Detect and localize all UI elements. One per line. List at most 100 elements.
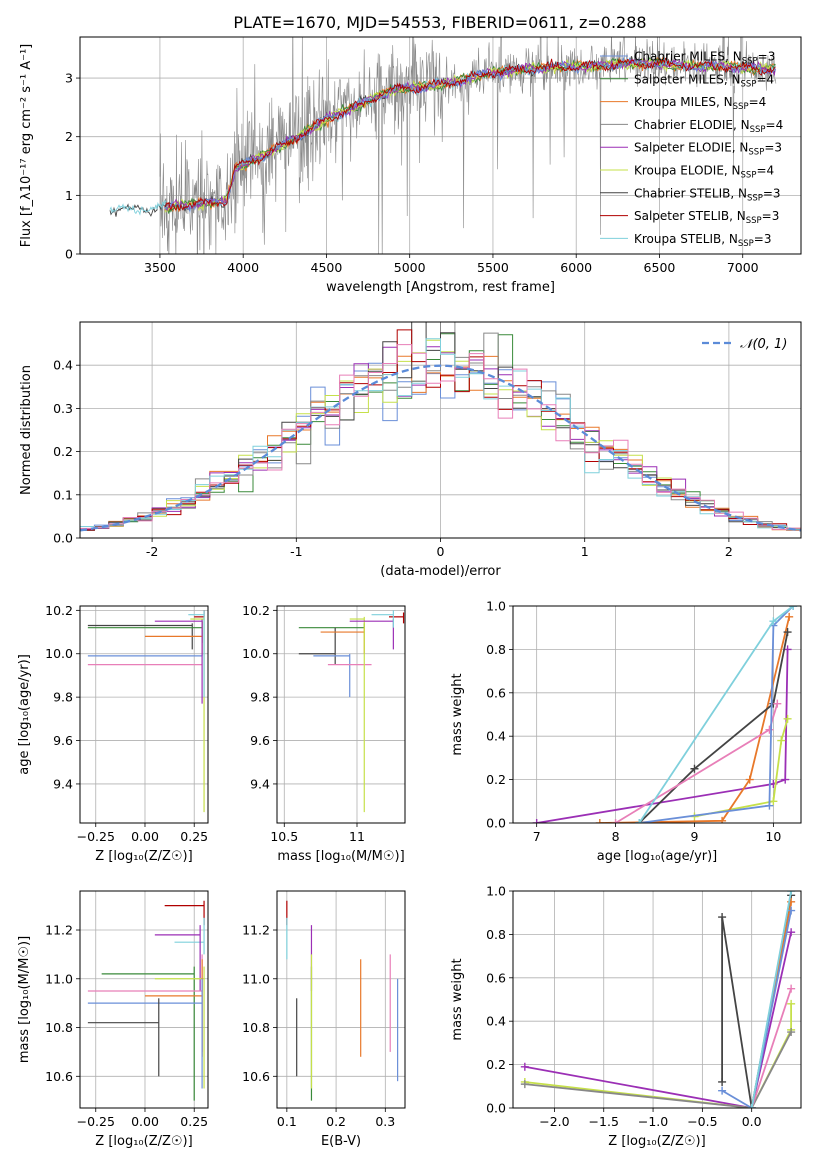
panel-mass-vs-Z: −0.25 0.00 0.25 10.6 10.8 11.0 11.2 Z [log₁₀(Z/…: [17, 890, 209, 1149]
plot-area: [298, 610, 405, 813]
y-tick-label: 10.2: [242, 603, 270, 618]
x-tick-label: 0.3: [375, 1114, 395, 1129]
y-tick-label: 9.8: [250, 690, 270, 705]
x-tick-label: 0.1: [277, 1114, 297, 1129]
x-tick-label: 0.00: [131, 829, 159, 844]
weight-point: [690, 764, 699, 773]
legend-label-suffix: =4: [749, 95, 767, 109]
weight-point: [747, 1104, 756, 1108]
y-tick-label: 10.2: [45, 603, 73, 618]
weight-point: [611, 819, 620, 823]
histogram-pink: [80, 344, 801, 530]
legend-label-suffix: =3: [764, 141, 782, 155]
legend-label: Kroupa ELODIE, NSSP=4: [634, 164, 774, 181]
legend-label: Chabrier ELODIE, NSSP=4: [634, 118, 783, 135]
weight-line-salpeter_elodie: [524, 932, 792, 1108]
plot-area: [87, 900, 205, 1101]
legend-label: Kroupa MILES, NSSP=4: [634, 95, 766, 112]
x-tick-label: −1.0: [638, 1114, 668, 1129]
y-axis-label: Flux [f_λ10⁻¹⁷ erg cm⁻² s⁻¹ A⁻¹]: [19, 44, 34, 248]
y-tick-label: 10.8: [45, 1020, 73, 1035]
grid: [80, 891, 208, 1108]
y-tick-label: 1.0: [486, 884, 506, 899]
legend-label-suffix: =4: [766, 118, 784, 132]
grid: [277, 891, 405, 1108]
weight-point: [532, 819, 541, 823]
legend-label: Chabrier MILES, NSSP=3: [634, 50, 775, 67]
y-axis-label: age [log₁₀(age/yr)]: [17, 654, 32, 775]
weight-point: [787, 891, 796, 895]
legend: Chabrier MILES, NSSP=3 Salpeter MILES, NS…: [600, 50, 783, 249]
weight-point: [718, 816, 727, 823]
x-tick-label: −0.5: [687, 1114, 717, 1129]
x-axis-label: Z [log₁₀(Z/Z☉)]: [608, 1134, 705, 1149]
panel-residuals: -2 -1 0 1 2 0.0 0.1 0.2 0.3 0.4 (data-model)/error…: [19, 321, 802, 579]
y-tick-label: 0.0: [53, 531, 73, 546]
axes-frame: [79, 36, 802, 255]
weight-line-kroupa_stelib: [750, 891, 792, 1108]
x-tick-label: 2: [725, 544, 733, 559]
x-tick-label: 9: [691, 829, 699, 844]
y-tick-label: 0.6: [486, 685, 506, 700]
weight-line-chabrier_miles: [639, 606, 794, 823]
y-axis-label: mass [log₁₀(M/M☉)]: [17, 936, 32, 1063]
panel-age-vs-Z: −0.25 0.00 0.25 9.4 9.6 9.8 10.0 10.2 Z [log₁₀(Z…: [17, 603, 209, 864]
y-tick-label: 9.4: [53, 776, 73, 791]
panel-weight-vs-Z: −2.0 −1.5 −1.0 −0.5 0.0 0.0 0.2 0.4 0.6 0.8 1.0 Z […: [450, 884, 802, 1149]
weight-point: [769, 797, 778, 806]
x-tick-label: 0.0: [742, 1114, 762, 1129]
weight-point: [787, 984, 796, 993]
legend-label-suffix: =4: [756, 164, 774, 178]
y-tick-label: 11.0: [242, 971, 270, 986]
x-tick-label: −0.25: [77, 1114, 115, 1129]
plot-area: [532, 606, 798, 823]
weight-point: [765, 725, 774, 734]
y-tick-label: 0.4: [486, 1014, 506, 1029]
x-tick-label: 0: [437, 544, 445, 559]
x-axis-label: Z [log₁₀(Z/Z☉)]: [95, 1134, 192, 1149]
y-tick-label: 9.6: [250, 733, 270, 748]
weight-point: [787, 906, 796, 915]
weight-point: [520, 1062, 529, 1071]
weight-line-salpeter_elodie: [536, 649, 789, 823]
x-tick-label: 5000: [394, 260, 426, 275]
y-axis-label: mass weight: [450, 673, 465, 755]
x-tick-label: 0.25: [180, 829, 208, 844]
y-axis-label: Normed distribution: [19, 365, 34, 495]
panel-weight-vs-age: 7 8 9 10 0.0 0.2 0.4 0.6 0.8 1.0 age [log₁₀(age/yr…: [450, 599, 802, 864]
axes-frame: [276, 605, 406, 824]
x-axis-label: mass [log₁₀(M/M☉)]: [277, 849, 404, 864]
model-line-salpeter_stelib: [164, 57, 776, 211]
y-tick-label: 11.0: [45, 971, 73, 986]
legend-label-suffix: =3: [762, 209, 780, 223]
histogram-kroupa_stelib: [80, 338, 801, 531]
y-tick-label: 1.0: [486, 599, 506, 614]
legend-label: Kroupa STELIB, NSSP=3: [634, 232, 772, 249]
weight-line-kroupa_miles: [599, 616, 791, 823]
plot-area: [80, 322, 801, 532]
legend-label: Salpeter ELODIE, NSSP=3: [634, 141, 782, 158]
y-tick-label: 0.0: [486, 1101, 506, 1116]
y-tick-label: 9.8: [53, 690, 73, 705]
legend: 𝒩(0, 1): [702, 337, 787, 352]
x-tick-label: 6000: [560, 260, 592, 275]
normal-curve: [80, 364, 801, 532]
x-tick-label: 6500: [644, 260, 676, 275]
y-tick-label: 1: [65, 188, 73, 203]
weight-line-chabrier_elodie: [524, 1031, 792, 1108]
x-tick-label: 8: [612, 829, 620, 844]
weight-point: [787, 1028, 796, 1037]
y-tick-label: 11.2: [45, 923, 73, 938]
x-axis-label: age [log₁₀(age/yr)]: [597, 849, 718, 864]
y-tick-label: 0.3: [53, 401, 73, 416]
y-axis-label: mass weight: [450, 958, 465, 1040]
axes-frame: [79, 321, 802, 539]
legend-label-sub: SSP: [738, 239, 754, 249]
y-tick-label: 11.2: [242, 923, 270, 938]
x-axis-label: Z [log₁₀(Z/Z☉)]: [95, 849, 192, 864]
grid: [277, 606, 405, 823]
y-tick-label: 0.4: [53, 358, 73, 373]
weight-point: [718, 913, 727, 922]
weight-point: [769, 617, 778, 626]
